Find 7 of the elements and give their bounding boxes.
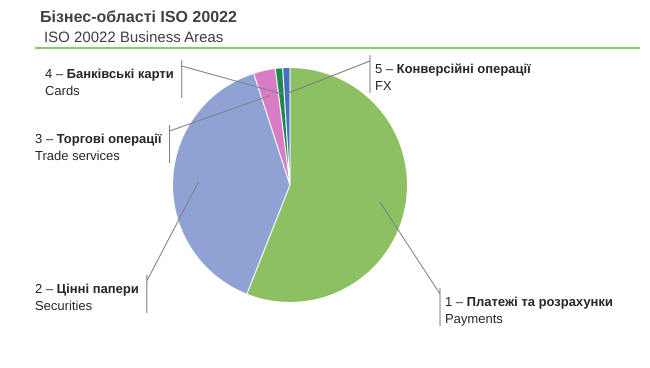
chart-subtitle: ISO 20022 Business Areas	[44, 29, 224, 46]
slice-label: 5 – Конверсійні операції FX	[375, 61, 532, 93]
slice-label: 3 – Торгові операції Trade services	[35, 131, 162, 163]
slice-label: 1 – Платежі та розрахунки Payments	[445, 294, 613, 326]
chart-title: Бізнес-області ISO 20022	[40, 9, 237, 27]
slice-label: 4 – Банківські карти Cards	[45, 66, 174, 98]
slice-label: 2 – Цінні папери Securities	[35, 281, 139, 313]
